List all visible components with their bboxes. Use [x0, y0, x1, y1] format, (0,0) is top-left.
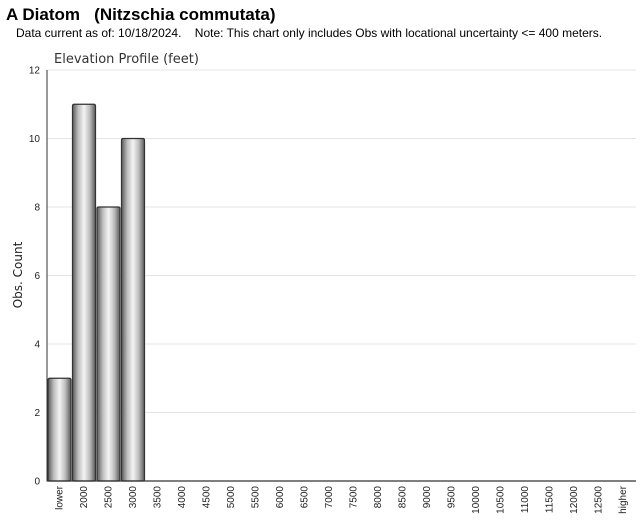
data-note: Data current as of: 10/18/2024. Note: Th…	[16, 26, 603, 40]
x-tick-label: 7500	[349, 486, 360, 509]
gridlines	[47, 69, 636, 413]
y-tick-label: 6	[34, 271, 40, 282]
axes	[46, 70, 636, 482]
y-tick-label: 0	[34, 477, 40, 488]
x-tick-label: lower	[55, 485, 66, 510]
x-tick-label: 9500	[447, 486, 458, 509]
x-tick-label: 2000	[79, 486, 90, 509]
x-tick-label: 11500	[545, 486, 556, 514]
chart-title: Elevation Profile (feet)	[54, 52, 199, 67]
bars	[47, 103, 146, 482]
x-tick-label: 5500	[251, 486, 262, 509]
x-tick-label: 2500	[104, 486, 115, 509]
x-tick-label: 9000	[422, 486, 433, 509]
x-tick-label: 12500	[594, 486, 605, 514]
y-tick-label: 12	[29, 66, 41, 77]
x-tick-label: 3000	[128, 486, 139, 509]
x-tick-label: 5000	[226, 486, 237, 509]
y-axis-label: Obs. Count	[11, 241, 25, 308]
bar-2500	[96, 206, 121, 482]
x-tick-label: 10500	[496, 486, 507, 514]
bar-3000	[120, 137, 146, 482]
x-tick-label: 3500	[153, 486, 164, 509]
page-title: A Diatom (Nitzschia commutata)	[6, 5, 276, 24]
y-tick-labels: 0 2 4 6 8 10 12	[29, 66, 41, 488]
x-tick-label: 8500	[398, 486, 409, 509]
x-tick-label: 6500	[300, 486, 311, 509]
x-tick-label: higher	[618, 485, 629, 513]
x-tick-label: 8000	[373, 486, 384, 509]
y-tick-label: 2	[34, 408, 40, 419]
x-tick-label: 7000	[324, 486, 335, 509]
x-tick-label: 4000	[177, 486, 188, 509]
x-tick-label: 10000	[471, 486, 482, 514]
y-tick-label: 10	[29, 134, 41, 145]
x-tick-label: 4500	[202, 486, 213, 509]
bar-lower	[47, 377, 72, 482]
x-tick-label: 11000	[520, 486, 531, 514]
x-tick-label: 12000	[569, 486, 580, 514]
y-tick-label: 8	[34, 203, 40, 214]
x-tick-labels: lower 2000 2500 3000 3500 4000 4500 5000 5500 600…	[55, 485, 630, 513]
bar-2000	[71, 103, 97, 482]
y-tick-label: 4	[34, 340, 40, 351]
x-tick-label: 6000	[275, 486, 286, 509]
